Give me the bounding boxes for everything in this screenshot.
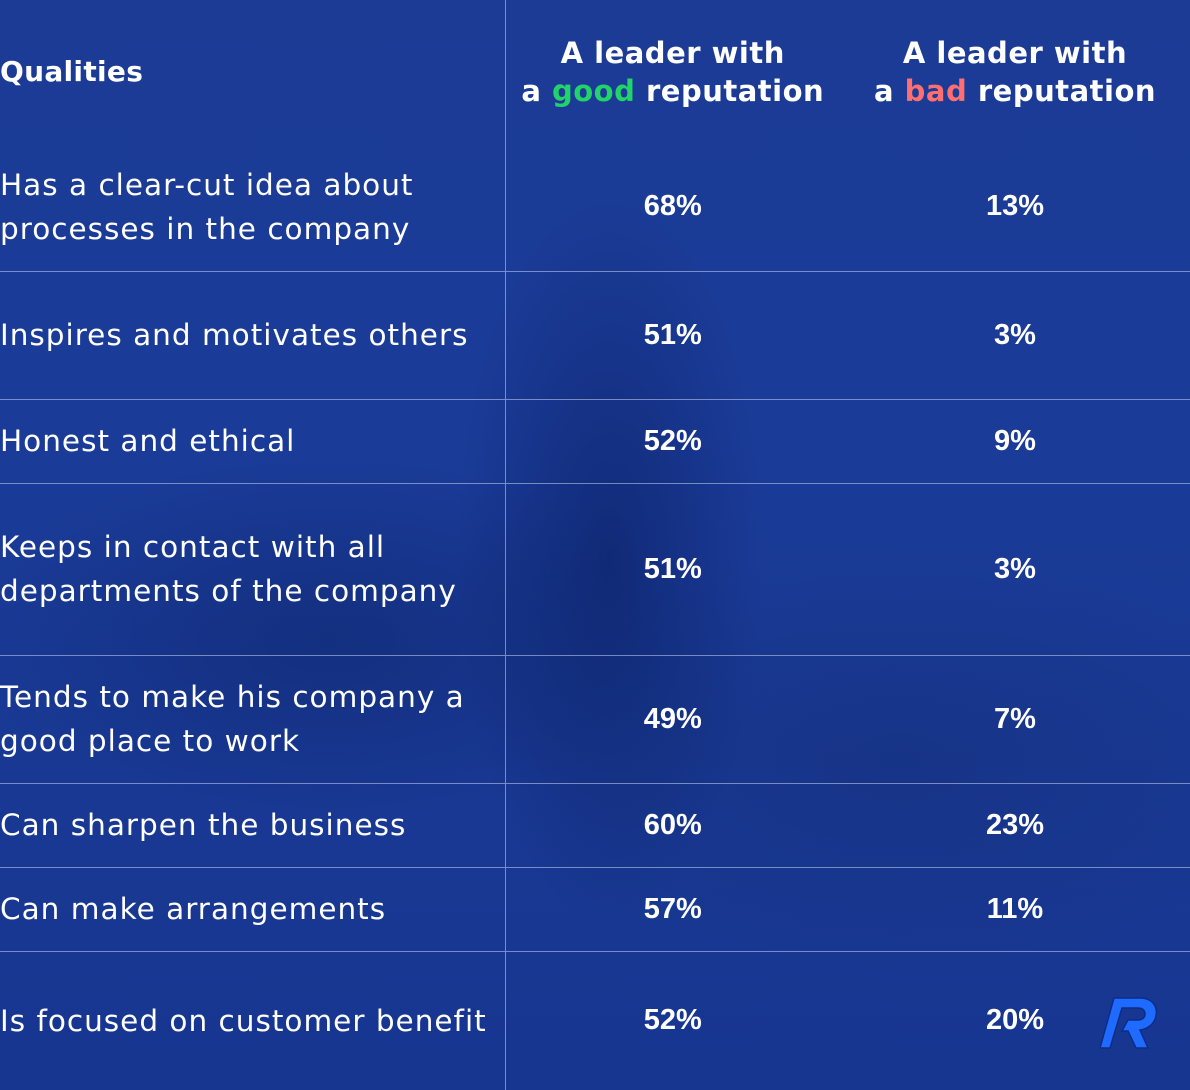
- quality-cell: Can make arrangements: [0, 867, 506, 951]
- table-row: Can sharpen the business 60% 23%: [0, 783, 1190, 867]
- bad-value-cell: 7%: [994, 702, 1036, 735]
- bad-value-cell: 13%: [985, 190, 1045, 223]
- good-value-cell: 57%: [643, 892, 702, 925]
- quality-cell: Can sharpen the business: [0, 783, 506, 867]
- header-bad-reputation: A leader with a bad reputation: [840, 0, 1190, 143]
- header-bad-suffix: reputation: [977, 73, 1157, 108]
- table-row: Tends to make his company a good place t…: [0, 655, 1190, 783]
- header-good-reputation: A leader with a good reputation: [505, 0, 840, 143]
- header-good-prefix: a: [521, 73, 542, 108]
- header-good-highlight: good: [552, 73, 636, 108]
- table-header-row: Qualities A leader with a good reputatio…: [0, 0, 1190, 143]
- table-row: Keeps in contact with all departments of…: [0, 483, 1190, 655]
- bad-value-cell: 11%: [986, 892, 1044, 925]
- quality-cell: Honest and ethical: [0, 399, 506, 483]
- quality-cell: Is focused on customer benefit: [0, 951, 506, 1090]
- good-value-cell: 52%: [643, 424, 702, 457]
- table-row: Honest and ethical 52% 9%: [0, 399, 1190, 483]
- r-logo-icon: [1100, 997, 1158, 1049]
- quality-cell: Tends to make his company a good place t…: [0, 655, 506, 783]
- table-row: Has a clear-cut idea about processes in …: [0, 143, 1190, 271]
- good-value-cell: 49%: [643, 702, 702, 735]
- good-value-cell: 51%: [643, 318, 702, 351]
- header-good-suffix: reputation: [645, 73, 825, 108]
- good-value-cell: 51%: [643, 552, 702, 585]
- table-row: Is focused on customer benefit 52% 20%: [0, 951, 1190, 1090]
- bad-value-cell: 20%: [985, 1004, 1045, 1037]
- header-bad-line1: A leader with: [902, 35, 1128, 70]
- good-value-cell: 60%: [643, 808, 702, 841]
- header-good-line1: A leader with: [560, 35, 785, 70]
- header-qualities: Qualities: [0, 0, 506, 143]
- header-bad-line2: a bad reputation: [840, 72, 1190, 110]
- table-row: Can make arrangements 57% 11%: [0, 867, 1190, 951]
- header-bad-prefix: a: [873, 73, 895, 108]
- bad-value-cell: 9%: [994, 424, 1036, 457]
- table-row: Inspires and motivates others 51% 3%: [0, 271, 1190, 399]
- good-value-cell: 52%: [643, 1004, 702, 1037]
- bad-value-cell: 3%: [994, 318, 1036, 351]
- quality-cell: Keeps in contact with all departments of…: [0, 483, 506, 655]
- bad-value-cell: 3%: [994, 552, 1036, 585]
- bad-value-cell: 23%: [985, 808, 1045, 841]
- good-value-cell: 68%: [643, 190, 702, 223]
- header-good-line2: a good reputation: [506, 72, 841, 110]
- quality-cell: Has a clear-cut idea about processes in …: [0, 143, 506, 271]
- header-bad-highlight: bad: [904, 73, 968, 108]
- quality-cell: Inspires and motivates others: [0, 271, 506, 399]
